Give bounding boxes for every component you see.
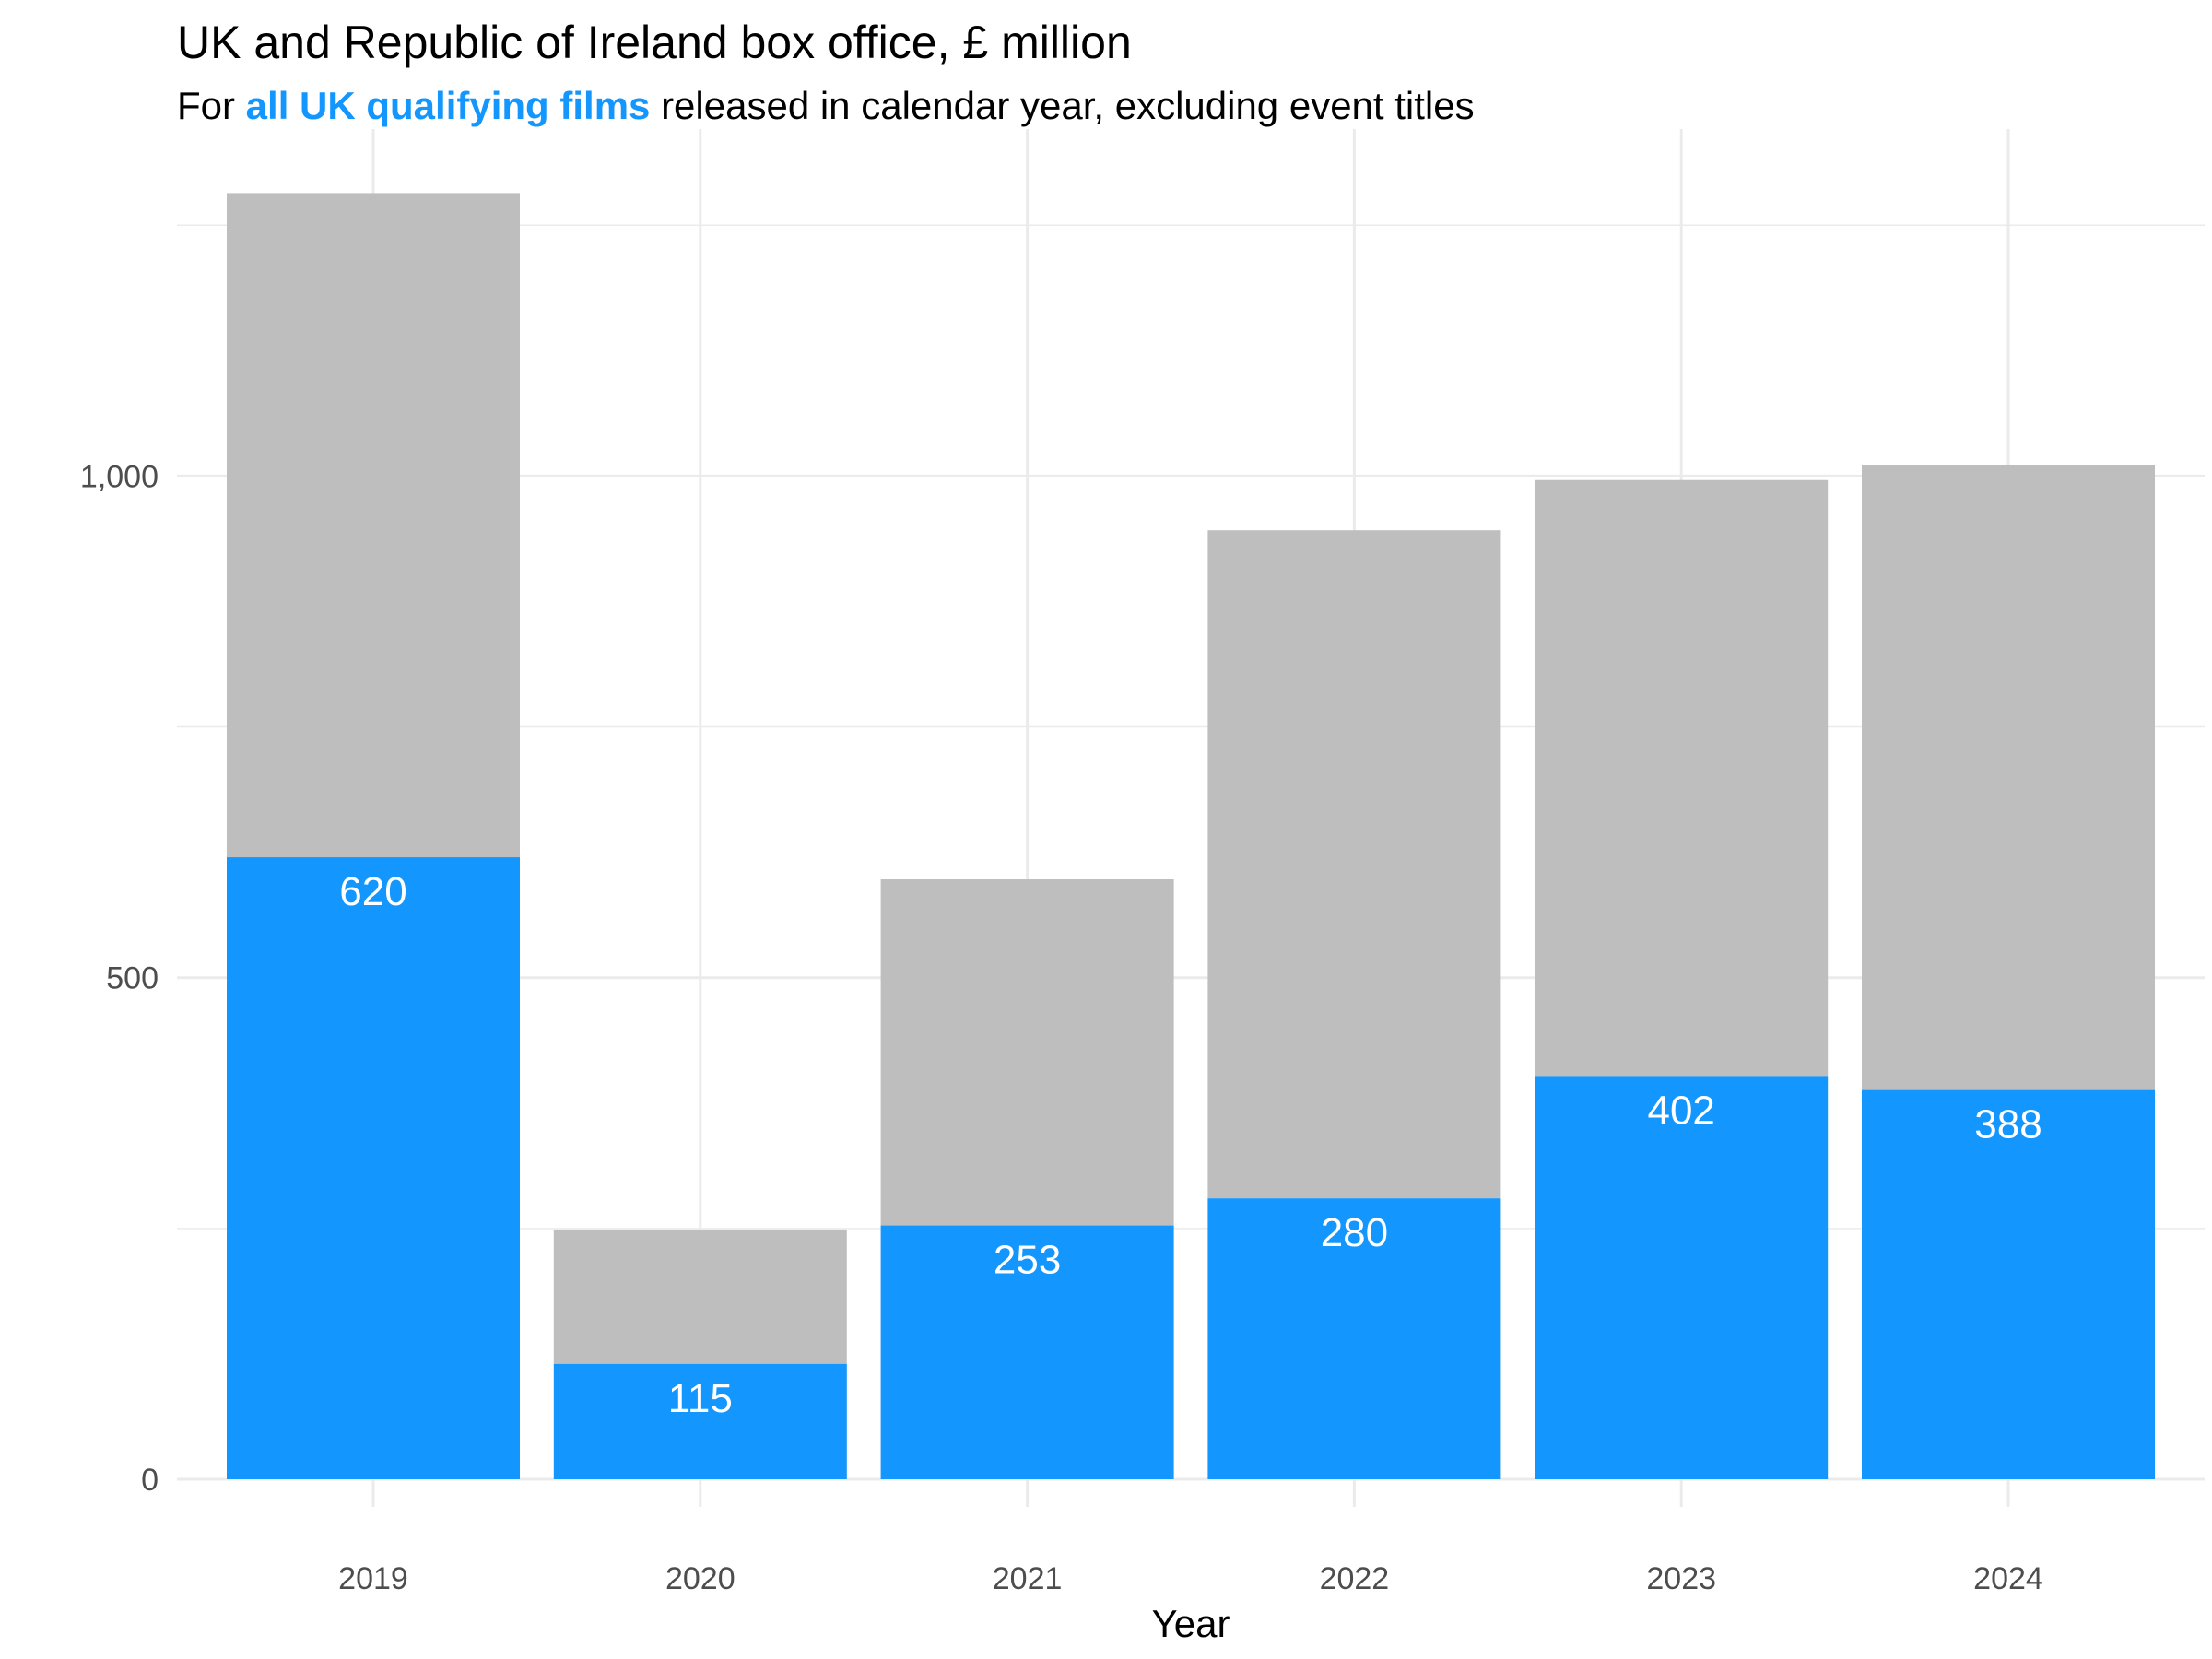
bar-segment-other xyxy=(227,193,520,858)
x-tick-label: 2021 xyxy=(993,1561,1063,1596)
data-label: 388 xyxy=(1974,1102,2041,1147)
bar-segment-uk-qualifying xyxy=(880,1225,1174,1479)
subtitle-lead: For xyxy=(177,84,246,127)
bar-segment-uk-qualifying xyxy=(1862,1089,2155,1479)
data-labels-layer: 620 115 253 280 402 388 xyxy=(339,869,2041,1421)
x-tick-label: 2023 xyxy=(1646,1561,1716,1596)
bar-segment-uk-qualifying xyxy=(1207,1198,1501,1479)
bar-segment-uk-qualifying xyxy=(227,857,520,1479)
bar-segment-other xyxy=(1207,530,1501,1199)
data-label: 620 xyxy=(339,869,406,914)
data-label: 402 xyxy=(1647,1088,1714,1133)
x-tick-label: 2024 xyxy=(1973,1561,2043,1596)
bars-layer xyxy=(227,193,2155,1479)
bar-segment-other xyxy=(1862,465,2155,1090)
x-tick-label: 2020 xyxy=(665,1561,735,1596)
bar-segment-other xyxy=(1535,479,1829,1077)
data-label: 280 xyxy=(1321,1210,1388,1255)
y-tick-label: 1,000 xyxy=(80,459,159,494)
chart-subtitle: For all UK qualifying films released in … xyxy=(177,81,1475,131)
subtitle-highlight: all UK qualifying films xyxy=(245,84,651,127)
x-axis-title: Year xyxy=(1152,1602,1230,1645)
chart-title: UK and Republic of Ireland box office, £… xyxy=(177,17,1132,68)
subtitle-tail: released in calendar year, excluding eve… xyxy=(650,84,1475,127)
y-tick-label: 0 xyxy=(141,1463,159,1498)
x-tick-label: 2022 xyxy=(1320,1561,1390,1596)
y-tick-label: 500 xyxy=(106,961,159,996)
bar-segment-other xyxy=(553,1229,847,1364)
bar-segment-other xyxy=(880,879,1174,1226)
data-label: 253 xyxy=(994,1238,1061,1283)
data-label: 115 xyxy=(668,1376,733,1421)
bar-segment-uk-qualifying xyxy=(553,1363,847,1479)
axis-layer: 0 500 1,000 2019 2020 2021 2022 2023 2024 xyxy=(80,459,2043,1596)
bar-segment-uk-qualifying xyxy=(1535,1076,1829,1479)
x-tick-label: 2019 xyxy=(338,1561,408,1596)
